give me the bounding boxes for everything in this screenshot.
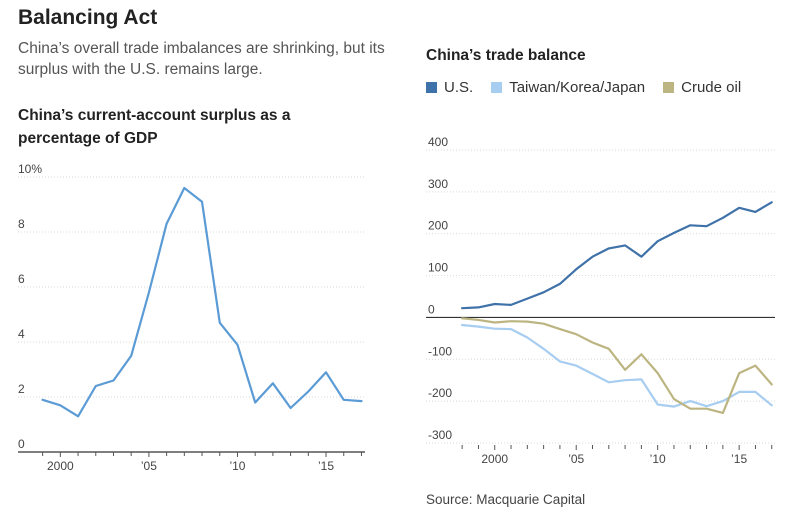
x-tick-label: ’15 (731, 452, 747, 466)
legend-swatch-taiwan-korea-japan (491, 82, 503, 93)
x-tick-label: ’15 (318, 459, 334, 473)
series-line-taiwan-korea-japan (461, 323, 773, 408)
x-tick-label: 2000 (47, 459, 74, 473)
y-tick-label: 0 (428, 302, 435, 316)
y-tick-label: -300 (428, 428, 452, 442)
legend-label-us: U.S. (444, 79, 474, 96)
legend-label-crude-oil: Crude oil (681, 79, 742, 96)
left-chart-title: China’s current-account surplus as a per… (18, 107, 291, 147)
x-tick-label: ’10 (650, 452, 666, 466)
y-tick-label: 4 (18, 327, 25, 341)
series-line-crude-oil (461, 317, 773, 414)
legend-label-taiwan-korea-japan: Taiwan/Korea/Japan (509, 79, 646, 96)
x-tick-label: 2000 (481, 452, 508, 466)
y-tick-label: 200 (428, 219, 448, 233)
legend-item-crude-oil: Crude oil (663, 79, 741, 96)
series-line-u-s (461, 201, 773, 310)
source-note: Source: Macquarie Capital (426, 492, 586, 507)
x-tick-label: ’05 (568, 452, 584, 466)
y-tick-label: 300 (428, 177, 448, 191)
y-tick-label: 6 (18, 272, 25, 286)
y-tick-label: 2 (18, 382, 25, 396)
y-tick-label: 8 (18, 217, 25, 231)
y-tick-label: 10% (18, 162, 42, 176)
y-tick-label: -100 (428, 344, 452, 358)
y-tick-label: 400 (428, 135, 448, 149)
legend-item-taiwan-korea-japan: Taiwan/Korea/Japan (491, 79, 645, 96)
right-chart-title: China’s trade balance (426, 47, 586, 64)
legend: U.S. Taiwan/Korea/Japan Crude oil (426, 79, 759, 96)
subhead: China’s overall trade imbalances are shr… (18, 40, 385, 78)
headline: Balancing Act (18, 6, 158, 29)
legend-swatch-us (426, 82, 437, 93)
x-tick-label: ’10 (229, 459, 245, 473)
x-tick-label: ’05 (141, 459, 157, 473)
y-tick-label: 0 (18, 437, 25, 451)
legend-item-us: U.S. (426, 79, 473, 96)
series-line (41, 186, 363, 418)
y-tick-label: -200 (428, 386, 452, 400)
y-tick-label: 100 (428, 261, 448, 275)
legend-swatch-crude-oil (663, 82, 675, 93)
